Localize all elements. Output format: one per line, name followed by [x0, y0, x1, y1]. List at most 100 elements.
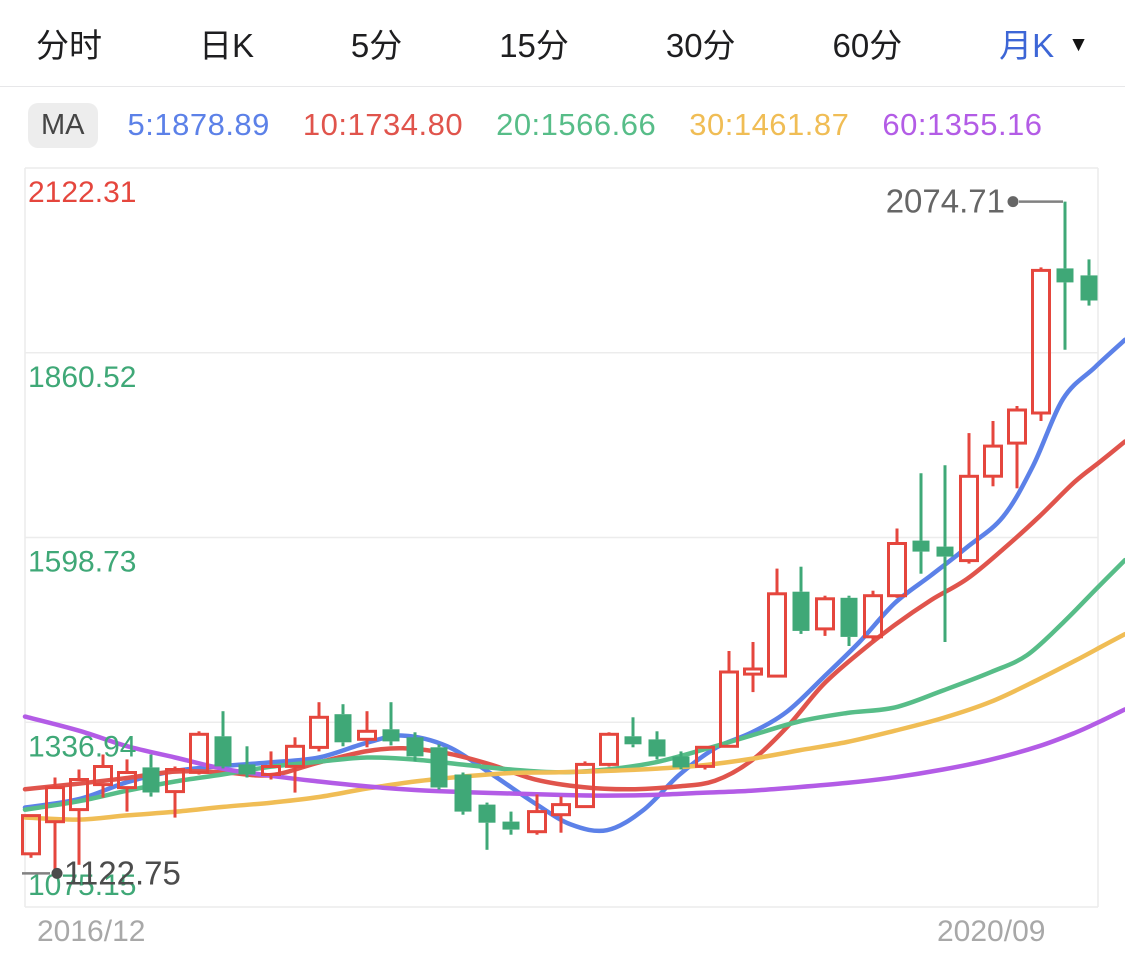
candle-body-up [527, 810, 547, 834]
chart-text: 1860.52 [28, 361, 136, 394]
tab-label: 月K [999, 27, 1055, 64]
chart-text: 1122.75 [64, 854, 181, 891]
candle [93, 754, 113, 798]
chart-text: 2122.31 [28, 176, 136, 209]
chevron-down-icon[interactable]: ▼ [1068, 33, 1089, 56]
candle-body-up [261, 765, 281, 776]
candle-body-up [165, 768, 185, 794]
candle [285, 737, 305, 793]
candle-body-down [936, 546, 954, 557]
candle [767, 568, 787, 678]
candle [575, 761, 595, 809]
candle [527, 794, 547, 835]
candle [1007, 406, 1027, 489]
candle-body-up [357, 729, 377, 741]
ma-legend-item-4: 60:1355.16 [882, 107, 1043, 142]
chart-text: 2074.71 [886, 183, 1005, 220]
candle-body-up [983, 444, 1003, 478]
ma-line-ma60 [22, 707, 1125, 798]
candle-body-down [792, 591, 810, 631]
candle [382, 702, 400, 746]
candle-body-down [648, 739, 666, 757]
candlestick-chart[interactable]: 2122.31 1860.52 1598.73 1336.94 1075.15 2016/… [0, 163, 1125, 957]
candle [165, 766, 185, 818]
tab-label: 30分 [665, 27, 736, 64]
candle [238, 746, 256, 778]
candle-body-up [863, 594, 883, 639]
candle [624, 717, 642, 748]
candle-body-up [599, 732, 619, 766]
high-marker-dot [1007, 196, 1019, 208]
ma-line-ma5 [22, 337, 1125, 834]
candle-body-up [21, 814, 41, 856]
candle-body-up [887, 542, 907, 598]
candle [551, 796, 571, 833]
candle [117, 759, 137, 812]
candle-body-up [551, 803, 571, 817]
candle [478, 802, 496, 850]
chart-text: 1598.73 [28, 546, 136, 579]
candle-body-up [117, 771, 137, 790]
candle [983, 421, 1003, 487]
candle-body-up [93, 765, 113, 787]
tab-item-2[interactable]: 5分 [351, 19, 402, 67]
candle [1080, 259, 1098, 306]
candle [69, 769, 89, 865]
candle [309, 702, 329, 752]
candle [502, 811, 520, 835]
candle-body-down [430, 747, 448, 788]
tab-item-1[interactable]: 日K [199, 19, 254, 67]
candle-body-up [1007, 408, 1027, 445]
candle [840, 595, 858, 646]
chart-text: 2020/09 [937, 915, 1045, 948]
candle-body-down [238, 764, 256, 775]
chart-text: 2016/12 [37, 915, 145, 948]
candle [334, 704, 352, 747]
candle-body-down [502, 821, 520, 830]
candle [887, 528, 907, 598]
candle-body-down [840, 597, 858, 637]
chart-text: 1336.94 [28, 730, 136, 763]
candle-body-down [454, 774, 472, 812]
candle-body-up [575, 762, 595, 809]
candle-body-down [334, 714, 352, 743]
low-price-marker: 1122.75 [22, 854, 181, 891]
ma-indicator-row: MA 5:1878.89 10:1734.80 20:1566.66 30:1461.… [0, 87, 1125, 163]
candle-body-up [69, 778, 89, 812]
candlestick-chart-canvas[interactable]: 2122.311860.521598.731336.941075.152016/… [0, 163, 1125, 957]
candle [357, 711, 377, 748]
ma-legend-item-3: 30:1461.87 [689, 107, 850, 142]
candle [695, 745, 715, 770]
tab-item-5[interactable]: 60分 [833, 19, 903, 67]
candle [454, 772, 472, 815]
candle-body-up [285, 744, 305, 768]
candle-body-down [406, 737, 424, 757]
tab-item-6[interactable]: 月K ▼ [999, 19, 1089, 67]
candle [912, 473, 930, 574]
tab-label: 60分 [832, 27, 903, 64]
candle-body-up [45, 786, 65, 824]
tab-item-0[interactable]: 分时 [36, 19, 102, 67]
candle [648, 731, 666, 760]
candle-body-down [382, 729, 400, 742]
candle-body-up [695, 745, 715, 768]
timeframe-tab-bar: 分时 日K 5分 15分 30分 60分 月K ▼ [0, 0, 1125, 87]
candle [45, 777, 65, 874]
tab-item-4[interactable]: 30分 [666, 19, 736, 67]
ma-badge: MA [28, 102, 98, 148]
candle [214, 711, 232, 769]
candle [261, 751, 281, 780]
candle [719, 651, 739, 748]
candle [936, 465, 954, 642]
candle [863, 590, 883, 641]
tab-item-3[interactable]: 15分 [499, 19, 569, 67]
candle [142, 754, 160, 797]
candle-body-up [815, 597, 835, 631]
candle-body-up [189, 732, 209, 774]
candle [743, 642, 763, 693]
candle [792, 566, 810, 634]
candle [1056, 201, 1074, 350]
tab-label: 5分 [350, 27, 403, 64]
candle-body-up [959, 474, 979, 563]
